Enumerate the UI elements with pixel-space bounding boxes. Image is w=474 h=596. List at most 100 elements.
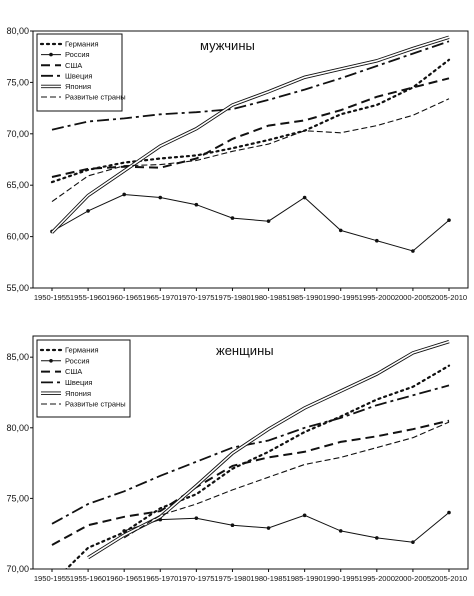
men-y-tick-label: 65,00 [6,180,29,190]
men-data-point [86,209,90,213]
women-legend-label: Развитые страны [65,400,126,409]
women-data-point [375,536,379,540]
men-x-tick-label: 1995-2000 [359,293,395,302]
women-series-line [124,512,450,543]
men-x-tick-label: 1975-1980 [214,293,250,302]
women-x-tick-label: 1955-1960 [70,574,106,583]
men-data-point [230,216,235,220]
men-data-point [375,238,379,243]
women-data-point [194,516,199,520]
men-plot-frame [32,30,469,289]
men-chart-panel: 55,00 60,00 65,00 70,00 75,00 80,00 1950-1955 1… [6,26,469,302]
men-series-5 [51,98,450,203]
men-series-0 [50,58,451,184]
women-legend-label: Япония [65,389,91,398]
women-series-line [123,421,450,539]
men-x-tick-label: 2005-2010 [431,293,467,302]
men-y-tick-label: 80,00 [6,26,29,36]
men-x-tick-label: 1990-1995 [323,293,359,302]
women-chart-panel: 70,00 75,00 80,00 85,00 1950-1955 1955-1960 19… [0,322,474,596]
men-legend-label: Швеция [65,71,93,80]
women-y-tick-label: 80,00 [6,423,29,433]
women-legend-label: США [65,367,82,376]
women-x-tick-label: 1990-1995 [323,574,359,583]
men-series-line [50,58,451,184]
women-data-point [338,529,343,533]
women-series-line [64,364,451,569]
women-data-point [411,540,415,544]
women-data-point [447,510,451,515]
women-data-point [122,529,126,533]
men-data-point [266,219,271,223]
men-x-tick-label: 2000-2005 [395,293,431,302]
men-x-tick-label: 1980-1985 [250,293,286,302]
women-data-point [266,526,271,530]
women-y-tick-label: 75,00 [6,493,29,503]
men-series-lines [50,35,451,253]
men-series-line [51,40,450,131]
men-data-point [158,195,163,200]
men-data-point [447,218,451,222]
men-x-tick-label: 1970-1975 [178,293,214,302]
women-series-1 [122,510,451,544]
men-series-2 [51,77,450,178]
women-series-3 [51,384,450,525]
men-data-point [338,228,343,233]
women-x-tick-label: 2000-2005 [395,574,431,583]
women-series-0 [64,364,451,569]
women-legend-marker [49,359,53,363]
women-x-tick-label: 1985-1990 [286,574,322,583]
women-series-4 [87,339,450,560]
women-plot-frame [32,335,469,570]
women-data-point [302,513,307,518]
men-x-tick-label: 1985-1990 [286,293,322,302]
men-legend-label: Япония [65,82,91,91]
men-data-point [122,192,126,197]
women-x-tick-label: 1965-1970 [142,574,178,583]
women-x-tick-label: 1995-2000 [359,574,395,583]
women-x-tick-label: 1980-1985 [250,574,286,583]
men-legend-box [36,33,123,112]
women-series-5 [123,421,450,539]
women-series-line-inner [87,340,450,559]
women-legend-label: Германия [65,346,99,355]
men-x-tick-label: 1955-1960 [70,293,106,302]
women-data-point [230,523,235,528]
men-y-tick-label: 70,00 [6,129,29,139]
men-data-point [194,202,199,207]
women-y-tick-label: 70,00 [6,564,29,574]
men-series-line [51,77,450,178]
men-series-1 [50,192,451,253]
women-series-line [51,419,450,546]
women-x-tick-label: 2005-2010 [431,574,467,583]
women-x-tick-label: 1950-1955 [34,574,70,583]
men-legend-label: Развитые страны [65,93,126,102]
men-series-line [51,193,450,252]
men-legend-label: Германия [65,40,99,49]
men-series-line-inner [51,36,450,234]
men-chart-title: мужчины [200,38,255,53]
men-data-point [411,249,415,253]
men-x-tick-label: 1965-1970 [142,293,178,302]
women-x-tick-label: 1960-1965 [106,574,142,583]
women-x-tick-label: 1975-1980 [214,574,250,583]
men-y-tick-label: 55,00 [6,283,29,293]
men-series-3 [51,40,450,131]
men-y-tick-label: 60,00 [6,232,29,242]
men-y-tick-label: 75,00 [6,77,29,87]
women-chart-title: женщины [216,343,274,358]
men-legend-marker [49,52,53,57]
women-series-2 [51,419,450,546]
men-series-4 [50,35,450,234]
men-series-line [51,98,450,203]
men-x-tick-label: 1960-1965 [106,293,142,302]
women-x-tick-label: 1970-1975 [178,574,214,583]
men-data-point [302,195,307,200]
men-legend-label: Россия [65,50,90,59]
